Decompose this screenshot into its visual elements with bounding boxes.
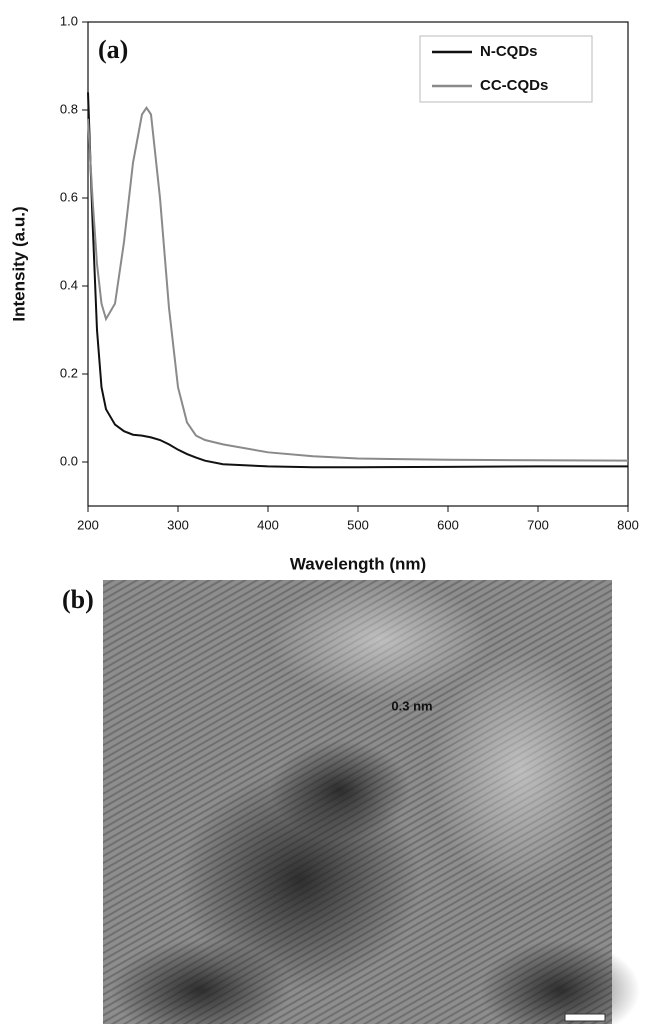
- panel-label: (b): [62, 585, 94, 614]
- x-tick-label: 500: [347, 517, 369, 532]
- x-tick-label: 700: [527, 517, 549, 532]
- light-region: [270, 580, 490, 700]
- x-tick-label: 200: [77, 517, 99, 532]
- dark-region: [270, 740, 410, 840]
- light-region: [430, 650, 610, 890]
- y-tick-label: 0.8: [60, 101, 78, 116]
- data-line: [87, 106, 629, 462]
- y-axis-title: Intensity (a.u.): [9, 206, 28, 321]
- legend-box: [419, 35, 593, 103]
- y-tick-label: 0.2: [60, 365, 78, 380]
- y-tick-label: 0.0: [60, 453, 78, 468]
- legend-label: N-CQDs: [480, 43, 538, 60]
- x-tick-label: 600: [437, 517, 459, 532]
- scale-bar: [564, 1013, 606, 1022]
- x-tick-label: 800: [617, 517, 639, 532]
- x-axis-title: Wavelength (nm): [290, 554, 426, 573]
- panel-b: (b) 0.3 nm: [62, 580, 640, 1024]
- legend-label: CC-CQDs: [480, 77, 548, 94]
- panel-label: (a): [98, 35, 128, 64]
- y-tick-label: 0.4: [60, 277, 78, 292]
- x-tick-label: 300: [167, 517, 189, 532]
- chart-a: (a) Wavelength (nm) Intensity (a.u.): [9, 21, 629, 573]
- y-tick-label: 1.0: [60, 13, 78, 28]
- x-tick-label: 400: [257, 517, 279, 532]
- dark-region: [110, 940, 290, 1024]
- y-tick-label: 0.6: [60, 189, 78, 204]
- data-line: [87, 92, 628, 469]
- fringe-annotation: 0.3 nm: [391, 698, 432, 713]
- dark-region: [480, 940, 640, 1024]
